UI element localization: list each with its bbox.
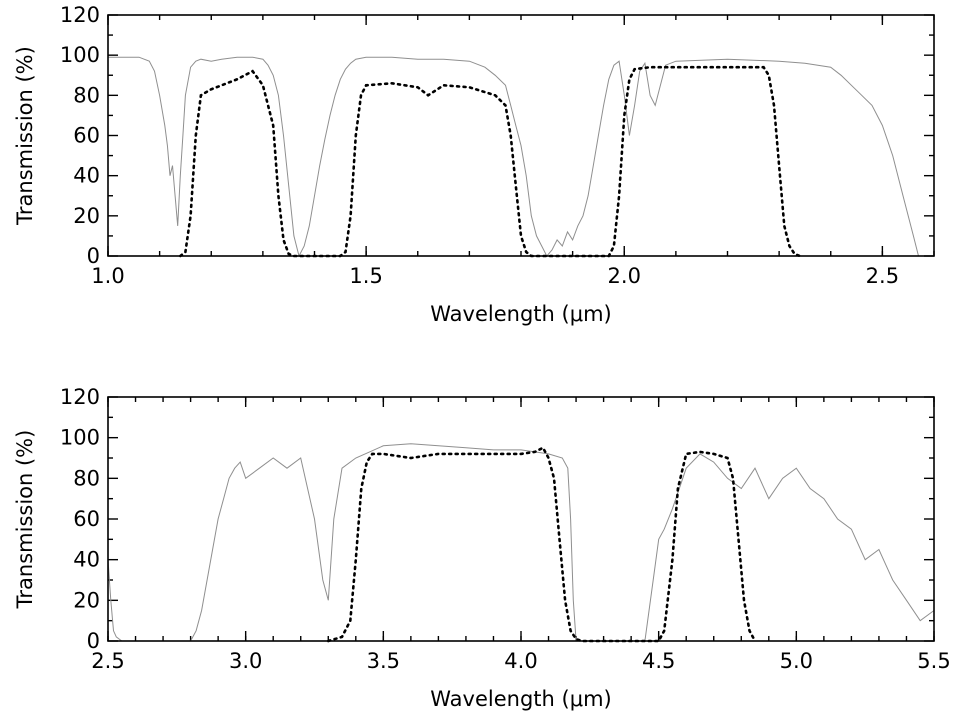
panel-near-infrared-xtick-label: 1.5 (349, 264, 382, 288)
panel-near-infrared-series (108, 56, 919, 258)
panel-mid-infrared-xtick-label: 4.5 (642, 649, 675, 673)
panel-mid-infrared: 2.5 3.0 3.5 4.0 4.5 5.0 5.5 0 20 40 60 80 100 120 Tra… (13, 385, 951, 711)
panel-mid-infrared-atmospheric-curve (107, 443, 935, 642)
panel-near-infrared-xlabel: Wavelength (μm) (430, 302, 611, 326)
panel-near-infrared-ytick-label: 80 (73, 83, 100, 107)
panel-mid-infrared-xtick-label: 5.0 (780, 649, 813, 673)
panel-near-infrared-xtick-label: 1.0 (91, 264, 124, 288)
panel-mid-infrared-xlabel: Wavelength (μm) (430, 687, 611, 711)
panel-near-infrared-ytick-label: 120 (60, 3, 100, 27)
panel-near-infrared-ytick-label: 40 (73, 164, 100, 188)
panel-mid-infrared-series (107, 443, 935, 643)
panel-near-infrared-ytick-label: 0 (87, 244, 100, 268)
panel-mid-infrared-ytick-label: 20 (73, 588, 100, 612)
panel-near-infrared-ytick-label: 100 (60, 43, 100, 67)
panel-mid-infrared-xtick-label: 4.0 (504, 649, 537, 673)
panel-near-infrared-xtick-label: 2.0 (608, 264, 641, 288)
panel-mid-infrared-xtick-label: 2.5 (91, 649, 124, 673)
panel-mid-infrared-ticks: 2.5 3.0 3.5 4.0 4.5 5.0 5.5 0 20 40 60 80 100 120 (60, 385, 951, 673)
panel-near-infrared-atmospheric-curve (108, 56, 919, 258)
panel-mid-infrared-ytick-label: 100 (60, 426, 100, 450)
panel-near-infrared-ticks: 1.0 1.5 2.0 2.5 0 20 40 60 80 100 120 (60, 3, 935, 288)
panel-mid-infrared-ytick-label: 120 (60, 385, 100, 409)
panel-mid-infrared-ytick-label: 80 (73, 466, 100, 490)
panel-mid-infrared-ytick-label: 40 (73, 548, 100, 572)
panel-mid-infrared-filter-curve (326, 446, 757, 643)
panel-mid-infrared-ytick-label: 60 (73, 507, 100, 531)
panel-near-infrared-ytick-label: 20 (73, 204, 100, 228)
panel-near-infrared-ytick-label: 60 (73, 124, 100, 148)
panel-near-infrared-filter-curve (179, 65, 802, 258)
panel-mid-infrared-frame (107, 396, 935, 642)
panel-mid-infrared-xtick-label: 3.0 (229, 649, 262, 673)
panel-mid-infrared-ytick-label: 0 (87, 629, 100, 653)
panel-near-infrared-xtick-label: 2.5 (866, 264, 899, 288)
panel-mid-infrared-ylabel: Transmission (%) (13, 430, 37, 610)
panel-mid-infrared-xtick-label: 3.5 (367, 649, 400, 673)
panel-mid-infrared-xtick-label: 5.5 (917, 649, 950, 673)
panel-near-infrared-frame (107, 14, 935, 257)
panel-near-infrared-ylabel: Transmission (%) (13, 46, 37, 226)
panel-near-infrared: 1.0 1.5 2.0 2.5 0 20 40 60 80 100 120 Transmission… (13, 3, 935, 326)
